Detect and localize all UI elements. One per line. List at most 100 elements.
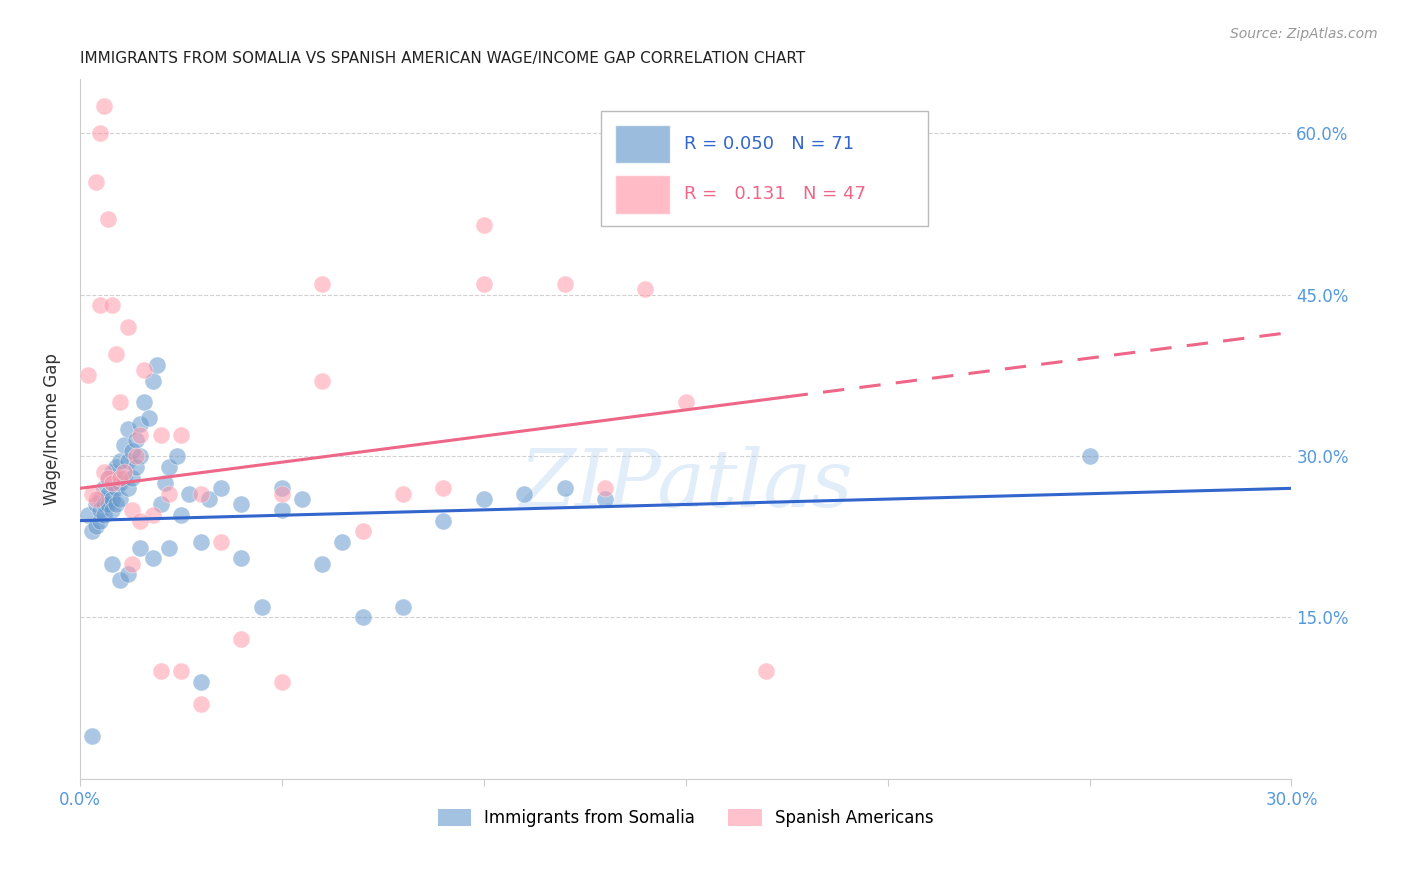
Point — [170, 427, 193, 442]
Point — [89, 298, 111, 312]
Point — [270, 675, 292, 690]
Point — [121, 470, 143, 484]
Point — [117, 567, 139, 582]
Point — [553, 481, 575, 495]
Point — [77, 508, 100, 523]
Point — [112, 465, 135, 479]
Point — [153, 475, 176, 490]
Point — [291, 492, 314, 507]
Point — [432, 481, 454, 495]
Point — [634, 282, 657, 296]
Point — [142, 551, 165, 566]
Text: IMMIGRANTS FROM SOMALIA VS SPANISH AMERICAN WAGE/INCOME GAP CORRELATION CHART: IMMIGRANTS FROM SOMALIA VS SPANISH AMERI… — [80, 51, 806, 66]
Text: R =   0.131   N = 47: R = 0.131 N = 47 — [685, 186, 866, 203]
Point — [270, 503, 292, 517]
Point — [125, 449, 148, 463]
Point — [129, 417, 152, 431]
Point — [117, 454, 139, 468]
Point — [121, 503, 143, 517]
Point — [432, 514, 454, 528]
Point — [138, 411, 160, 425]
Point — [110, 573, 132, 587]
Point — [170, 665, 193, 679]
Text: R = 0.050   N = 71: R = 0.050 N = 71 — [685, 135, 855, 153]
Point — [110, 492, 132, 507]
Point — [97, 470, 120, 484]
Point — [129, 541, 152, 555]
Point — [129, 449, 152, 463]
Point — [101, 503, 124, 517]
Point — [593, 481, 616, 495]
Point — [198, 492, 221, 507]
Point — [93, 99, 115, 113]
Point — [93, 498, 115, 512]
Point — [472, 277, 495, 291]
Point — [149, 427, 172, 442]
Point — [121, 443, 143, 458]
Point — [142, 508, 165, 523]
Point — [157, 541, 180, 555]
FancyBboxPatch shape — [616, 125, 669, 163]
Point — [675, 395, 697, 409]
Point — [117, 422, 139, 436]
Point — [110, 395, 132, 409]
Point — [89, 126, 111, 140]
Point — [270, 481, 292, 495]
Point — [112, 470, 135, 484]
Point — [149, 498, 172, 512]
Y-axis label: Wage/Income Gap: Wage/Income Gap — [44, 353, 60, 505]
Point — [170, 508, 193, 523]
Point — [84, 492, 107, 507]
Point — [105, 498, 128, 512]
Point — [311, 277, 333, 291]
Point — [513, 486, 536, 500]
Point — [93, 465, 115, 479]
Point — [77, 368, 100, 383]
Point — [250, 599, 273, 614]
Point — [105, 459, 128, 474]
Point — [117, 481, 139, 495]
Point — [101, 475, 124, 490]
Point — [121, 557, 143, 571]
Point — [166, 449, 188, 463]
Point — [231, 498, 253, 512]
Point — [89, 503, 111, 517]
Point — [553, 277, 575, 291]
Point — [332, 535, 354, 549]
Point — [112, 438, 135, 452]
Point — [209, 481, 232, 495]
Point — [80, 524, 103, 539]
Point — [270, 486, 292, 500]
Point — [134, 363, 156, 377]
Point — [110, 454, 132, 468]
Point — [142, 374, 165, 388]
Point — [80, 486, 103, 500]
Point — [392, 599, 415, 614]
Point — [101, 475, 124, 490]
Point — [145, 358, 167, 372]
Point — [129, 427, 152, 442]
Point — [190, 675, 212, 690]
FancyBboxPatch shape — [600, 111, 928, 227]
Point — [755, 665, 778, 679]
Point — [101, 298, 124, 312]
Point — [177, 486, 200, 500]
Point — [472, 492, 495, 507]
Point — [105, 481, 128, 495]
Text: Source: ZipAtlas.com: Source: ZipAtlas.com — [1230, 27, 1378, 41]
Point — [110, 470, 132, 484]
Point — [125, 433, 148, 447]
Point — [190, 535, 212, 549]
Point — [209, 535, 232, 549]
Point — [311, 374, 333, 388]
Point — [190, 697, 212, 711]
Point — [593, 492, 616, 507]
Point — [125, 459, 148, 474]
Point — [101, 465, 124, 479]
Point — [93, 481, 115, 495]
Point — [89, 492, 111, 507]
Point — [231, 632, 253, 646]
FancyBboxPatch shape — [616, 175, 669, 214]
Point — [231, 551, 253, 566]
Point — [1078, 449, 1101, 463]
